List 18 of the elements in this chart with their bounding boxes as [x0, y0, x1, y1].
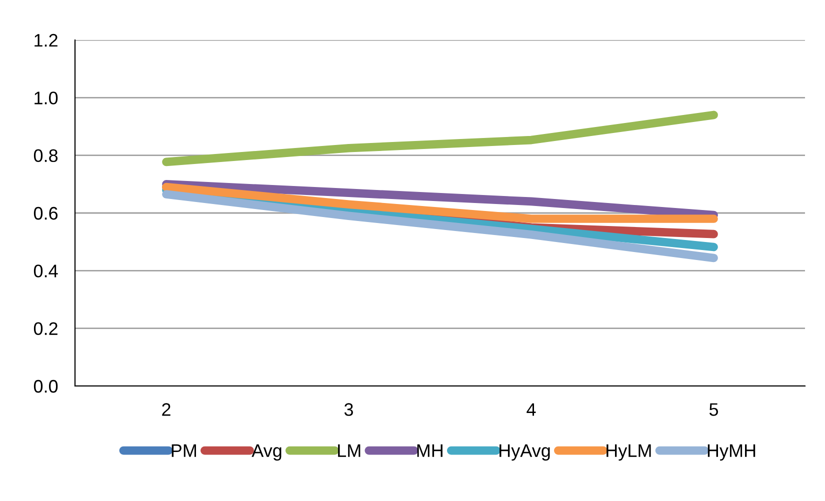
x-tick-label: 5 — [709, 403, 718, 416]
legend-label: Avg — [252, 444, 282, 461]
x-tick-label: 4 — [526, 403, 536, 416]
y-tick-label: 1.0 — [34, 92, 58, 104]
x-tick-label: 2 — [162, 403, 170, 416]
y-tick-label: 0.8 — [34, 149, 58, 162]
y-tick-label: 0.6 — [34, 206, 58, 220]
legend-label: PM — [172, 444, 196, 457]
legend-label: LM — [338, 444, 360, 457]
y-tick-label: 1.2 — [34, 34, 58, 47]
legend-label: HyMH — [708, 444, 756, 461]
y-tick-label: 0.0 — [34, 380, 58, 393]
y-tick-label: 0.2 — [34, 322, 58, 336]
x-tick-label: 3 — [344, 403, 353, 416]
y-tick-label: 0.4 — [34, 264, 58, 278]
legend-label: MH — [417, 444, 442, 457]
legend-label: HyLM — [606, 444, 651, 461]
legend-label: HyAvg — [500, 444, 550, 461]
